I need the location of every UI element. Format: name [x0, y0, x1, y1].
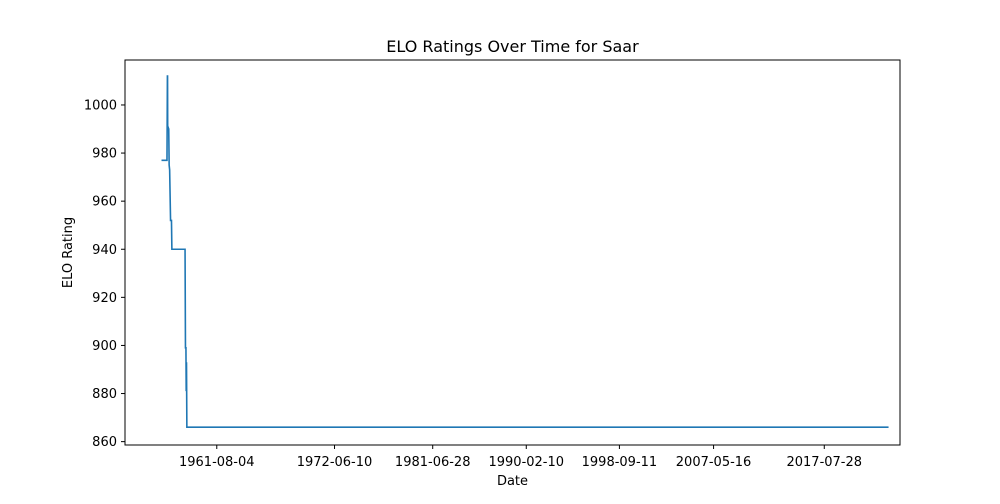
y-tick-label: 920 — [92, 291, 117, 306]
y-tick-label: 880 — [92, 387, 117, 402]
x-tick-label: 1998-09-11 — [582, 455, 658, 470]
x-tick-label: 1981-06-28 — [395, 455, 471, 470]
y-tick-label: 940 — [92, 243, 117, 258]
x-tick-label: 1961-08-04 — [179, 455, 255, 470]
chart-title: ELO Ratings Over Time for Saar — [386, 37, 639, 56]
y-tick-label: 860 — [92, 435, 117, 450]
x-tick-label: 2017-07-28 — [786, 455, 862, 470]
x-tick-label: 1972-06-10 — [297, 455, 373, 470]
y-tick-label: 980 — [92, 147, 117, 162]
x-tick-label: 1990-02-10 — [488, 455, 564, 470]
y-tick-label: 900 — [92, 339, 117, 354]
series-line-1 — [161, 75, 889, 429]
x-axis-label: Date — [497, 474, 528, 489]
x-tick-label: 2007-05-16 — [676, 455, 752, 470]
x-axis-ticks: 1961-08-04 1972-06-10 1981-06-28 1990-02-10… — [179, 445, 862, 470]
y-tick-label: 1000 — [84, 98, 117, 113]
y-axis-label: ELO Rating — [61, 217, 76, 288]
y-tick-label: 960 — [92, 195, 117, 210]
plot-area — [161, 75, 889, 429]
y-axis-ticks: 860 880 900 920 940 960 980 1000 — [84, 98, 125, 450]
axes-frame — [124, 59, 901, 446]
